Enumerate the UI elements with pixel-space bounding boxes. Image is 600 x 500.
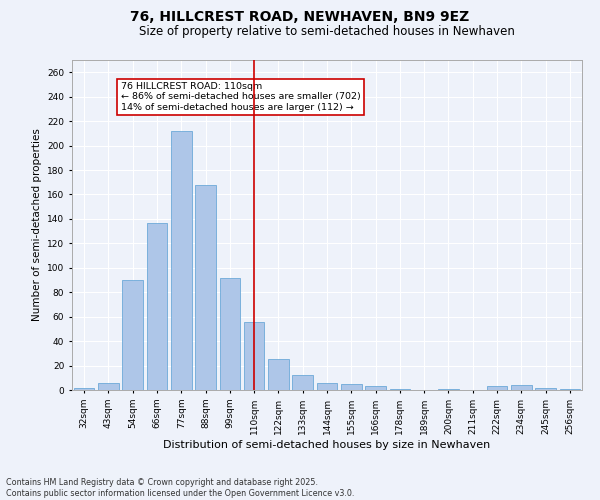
Bar [341, 384, 362, 390]
Text: 76 HILLCREST ROAD: 110sqm
← 86% of semi-detached houses are smaller (702)
14% of: 76 HILLCREST ROAD: 110sqm ← 86% of semi-… [121, 82, 361, 112]
Bar [317, 382, 337, 390]
Bar [292, 376, 313, 390]
Bar [438, 389, 459, 390]
Bar [74, 388, 94, 390]
Text: 76, HILLCREST ROAD, NEWHAVEN, BN9 9EZ: 76, HILLCREST ROAD, NEWHAVEN, BN9 9EZ [130, 10, 470, 24]
Bar [268, 360, 289, 390]
Bar [535, 388, 556, 390]
Bar [220, 278, 240, 390]
Title: Size of property relative to semi-detached houses in Newhaven: Size of property relative to semi-detach… [139, 25, 515, 38]
Bar [244, 322, 265, 390]
Bar [389, 389, 410, 390]
Bar [146, 222, 167, 390]
Y-axis label: Number of semi-detached properties: Number of semi-detached properties [32, 128, 41, 322]
Bar [365, 386, 386, 390]
Bar [487, 386, 508, 390]
X-axis label: Distribution of semi-detached houses by size in Newhaven: Distribution of semi-detached houses by … [163, 440, 491, 450]
Bar [560, 389, 580, 390]
Bar [511, 385, 532, 390]
Bar [122, 280, 143, 390]
Bar [98, 382, 119, 390]
Bar [195, 184, 216, 390]
Text: Contains HM Land Registry data © Crown copyright and database right 2025.
Contai: Contains HM Land Registry data © Crown c… [6, 478, 355, 498]
Bar [171, 131, 191, 390]
